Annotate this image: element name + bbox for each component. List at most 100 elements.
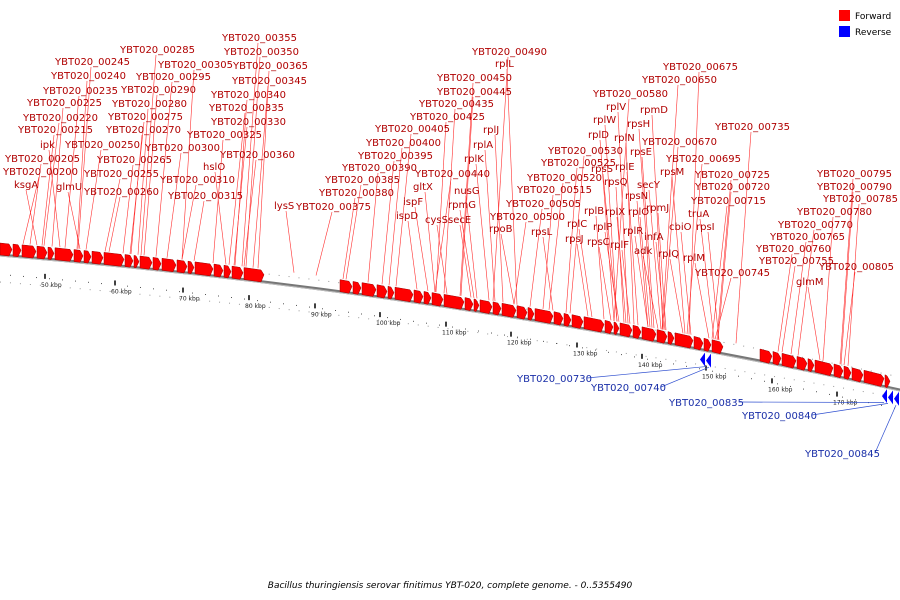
forward-gene-label: cysS (425, 215, 448, 226)
forward-connector (228, 112, 246, 265)
forward-gene (833, 363, 844, 379)
forward-gene-label: rplW (593, 115, 616, 126)
label-connectors (22, 42, 897, 454)
forward-connector (790, 241, 807, 355)
forward-connector (565, 167, 578, 313)
forward-connector (599, 139, 615, 321)
forward-gene-label: rplK (464, 154, 484, 165)
scale-tick-label: 140 kbp (638, 362, 663, 369)
forward-connector (459, 209, 475, 298)
scale-minor-dot (530, 338, 531, 340)
scale-minor-dot (751, 378, 752, 380)
forward-gene (21, 244, 37, 259)
scale-minor-dot (296, 304, 297, 306)
forward-gene (619, 322, 633, 338)
forward-gene-label: YBT020_00795 (816, 169, 892, 180)
forward-connector (395, 133, 412, 287)
forward-gene-label: YBT020_00450 (436, 73, 512, 84)
forward-gene-label: rplV (606, 102, 626, 113)
forward-gene-label: ispD (396, 211, 418, 222)
forward-gene-label: YBT020_00360 (219, 150, 295, 161)
forward-gene (613, 321, 620, 336)
forward-connector (797, 229, 815, 356)
scale-tick-label: 120 kbp (507, 340, 532, 347)
forward-gene (36, 245, 48, 260)
reverse-gene-label: YBT020_00740 (590, 383, 666, 394)
scale-tick-label: 130 kbp (573, 351, 598, 358)
forward-gene-label: rplN (614, 133, 635, 144)
forward-connector (435, 121, 447, 293)
legend-reverse-label: Reverse (855, 28, 892, 38)
forward-gene-label: rpsJ (565, 234, 584, 245)
forward-gene (492, 301, 502, 316)
legend-forward-label: Forward (855, 12, 891, 22)
forward-gene-label: YBT020_00215 (17, 125, 93, 136)
forward-connector (711, 205, 728, 339)
forward-connector (716, 179, 732, 340)
forward-gene-label: YBT020_00500 (489, 212, 565, 223)
forward-gene-label: YBT020_00325 (186, 130, 262, 141)
forward-gene-label: rpsI (696, 222, 715, 233)
forward-connector (64, 95, 80, 248)
forward-gene-label: YBT020_00400 (365, 138, 441, 149)
forward-connector (642, 255, 659, 329)
scale-minor-dot (764, 380, 765, 382)
scale-minor-dot (439, 324, 440, 326)
forward-gene-label: YBT020_00525 (540, 158, 616, 169)
scale-minor-dot (153, 288, 154, 290)
forward-gene-label: rpmD (640, 105, 668, 116)
forward-gene (796, 356, 808, 371)
scale-minor-dot (413, 320, 414, 322)
scale-minor-dot (595, 349, 596, 351)
forward-connector (67, 191, 81, 250)
scale-minor-dot (504, 334, 505, 336)
scale-tick-label: 170 kbp (833, 400, 858, 407)
forward-gene-label: YBT020_00395 (357, 151, 433, 162)
forward-connector (459, 82, 474, 296)
forward-connector (735, 131, 752, 344)
forward-gene-label: YBT020_00260 (83, 187, 159, 198)
scale-minor-dot (621, 354, 622, 356)
scale-tick-label: 160 kbp (768, 386, 793, 393)
forward-gene (133, 255, 140, 269)
forward-connector (243, 159, 257, 267)
gene-labels: YBT020_00355 YBT020_00285 YBT020_00350 YBT0… (2, 33, 898, 460)
forward-gene (667, 331, 675, 345)
forward-connector (686, 163, 703, 335)
forward-connector (807, 286, 821, 361)
forward-gene-label: YBT020_00670 (641, 137, 717, 148)
forward-gene-label: YBT020_00290 (120, 85, 196, 96)
scale-minor-dot (205, 294, 206, 296)
forward-gene-label: YBT020_00270 (105, 125, 181, 136)
scale-minor-dot (738, 375, 739, 377)
forward-connector (241, 42, 259, 267)
forward-connector (460, 96, 474, 296)
forward-connector (662, 146, 679, 330)
forward-connector (694, 262, 710, 339)
forward-gene-label: YBT020_00530 (547, 146, 623, 157)
forward-gene-label: glmU (56, 182, 82, 193)
scale-minor-dot (166, 289, 167, 291)
forward-gene-label: YBT020_00345 (231, 76, 307, 87)
forward-connector (506, 68, 518, 305)
forward-connector (604, 231, 620, 322)
forward-gene (139, 255, 153, 270)
forward-gene (73, 249, 84, 263)
forward-connector (43, 122, 60, 246)
forward-gene-label: YBT020_00220 (22, 113, 98, 124)
forward-connector (843, 271, 856, 366)
scale-minor-dot (88, 281, 89, 283)
forward-connector (492, 56, 509, 301)
scale-ticks: 50 kbp 60 kbp 70 kbp 80 kbp 90 kbp 100 kbp 110… (10, 273, 895, 409)
forward-gene-label: rpsL (531, 227, 553, 238)
forward-gene-label: YBT020_00490 (471, 47, 547, 58)
forward-gene-label: YBT020_00505 (505, 199, 581, 210)
forward-gene-label: YBT020_00755 (758, 256, 834, 267)
forward-gene (759, 348, 773, 364)
scale-minor-dot (244, 298, 245, 300)
forward-gene-label: YBT020_00425 (409, 112, 485, 123)
forward-connector (542, 236, 554, 311)
scale-minor-dot (179, 291, 180, 293)
forward-gene (863, 369, 885, 387)
